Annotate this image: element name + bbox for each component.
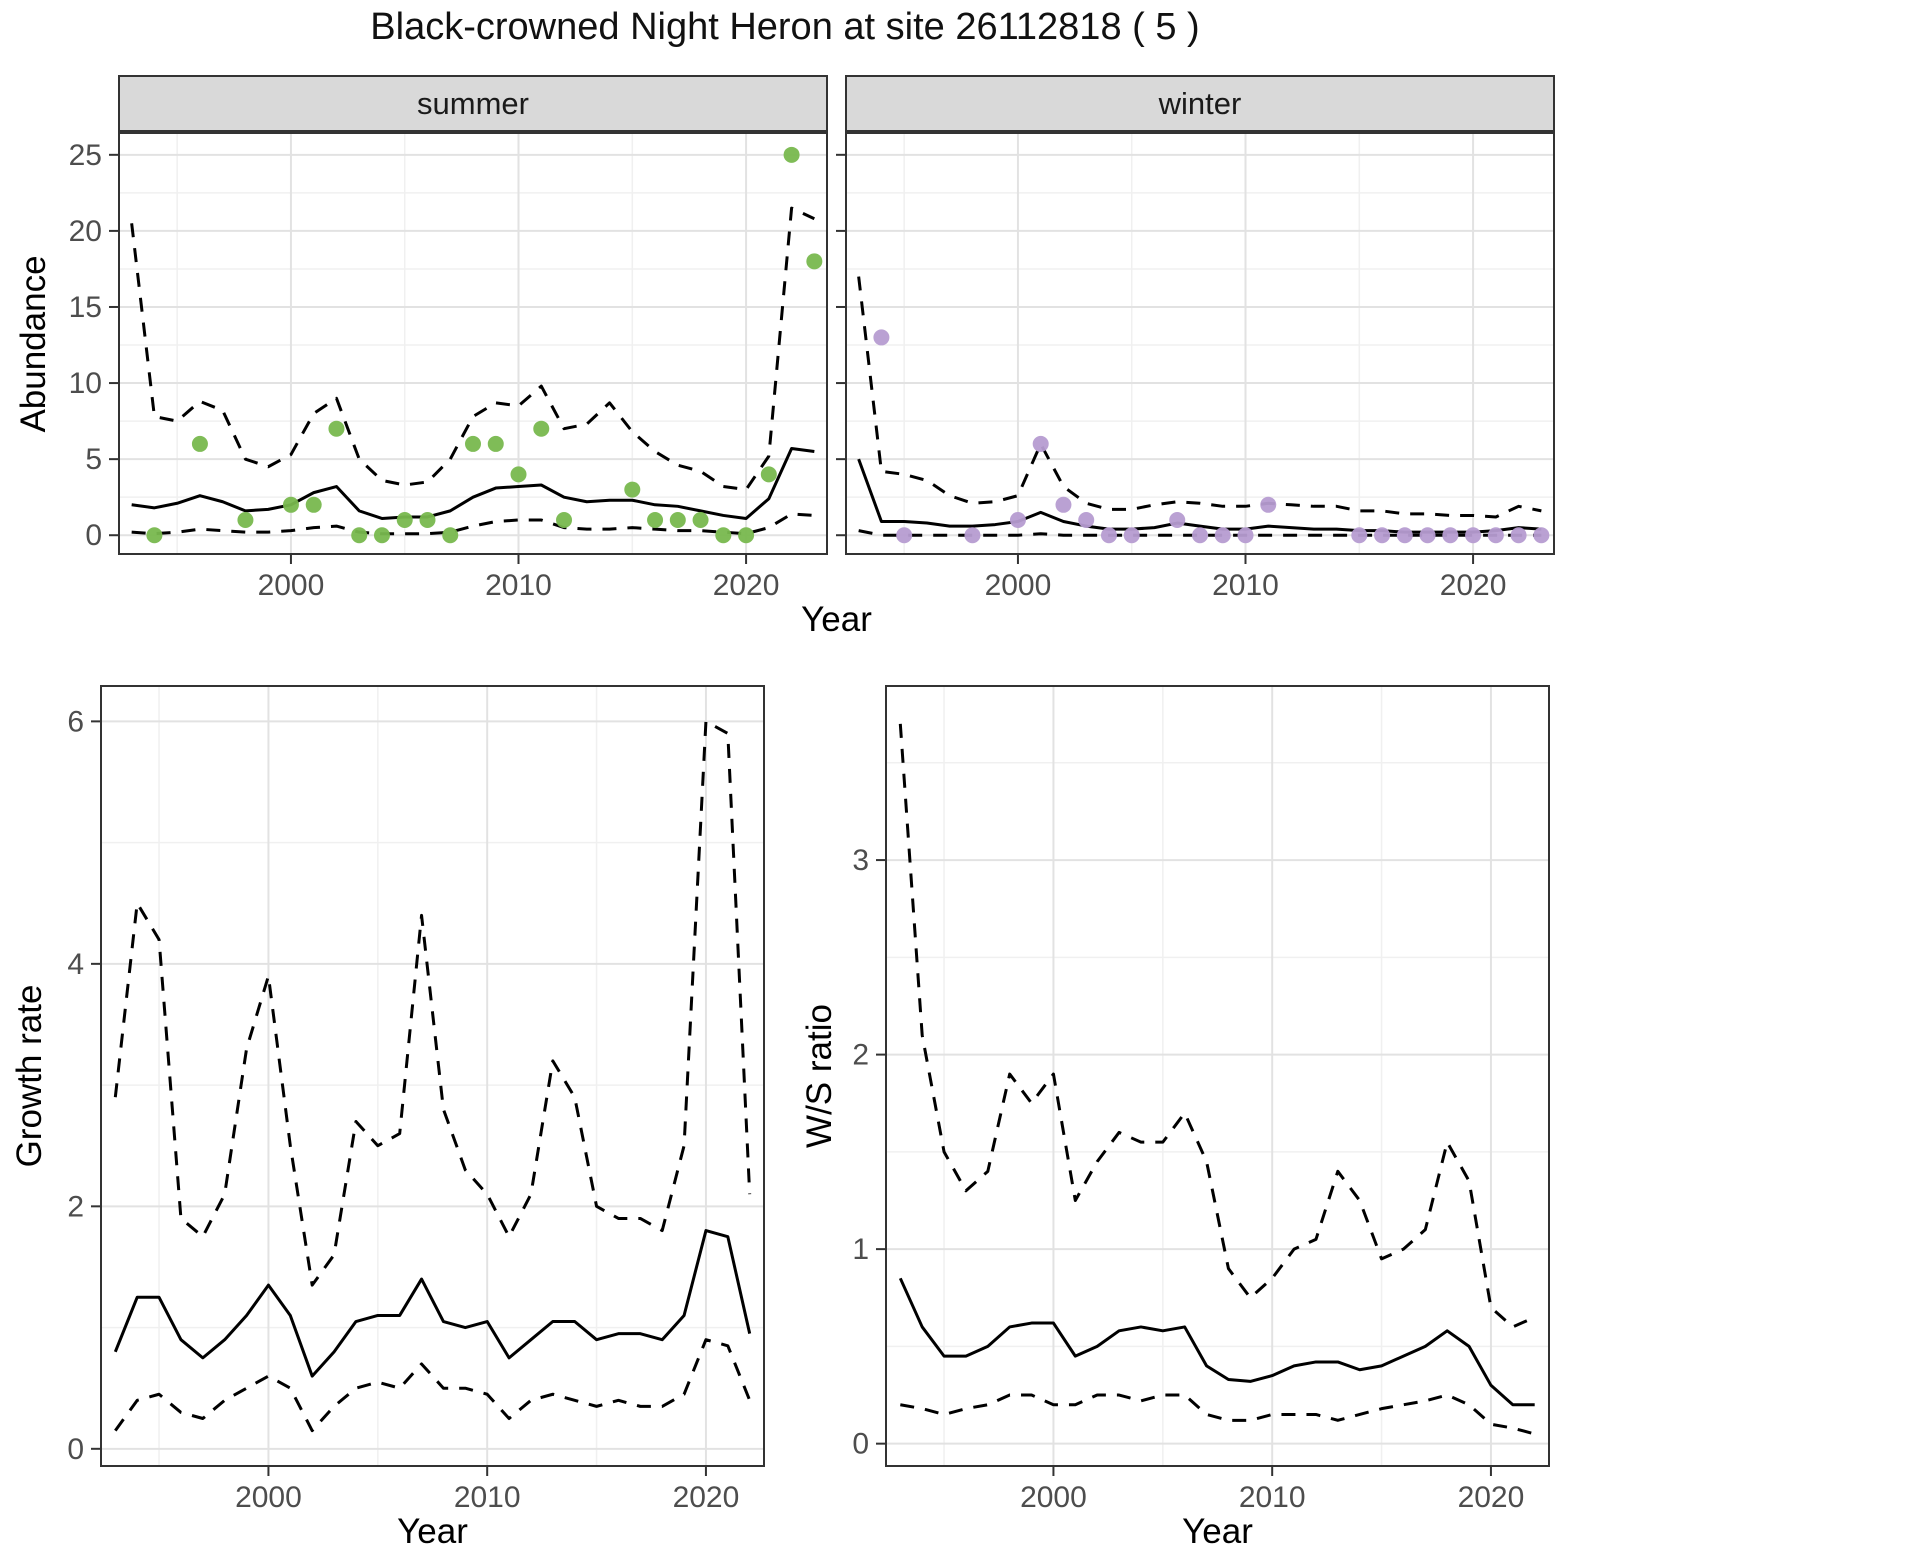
abundance-y-axis-label: Abundance	[14, 255, 53, 433]
ws-ratio-y-axis-label: W/S ratio	[800, 1004, 839, 1148]
facet-strip-summer: summer	[118, 75, 828, 132]
ws-ratio-x-axis-label: Year	[1182, 1512, 1253, 1551]
growth-rate-y-axis-label: Growth rate	[10, 984, 49, 1168]
ws-ratio-plot: 2000 2010 2020 0 1 2 3	[852, 685, 1550, 1514]
svg-text:2020: 2020	[1458, 1481, 1525, 1514]
abundance-x-axis-label: Year	[801, 600, 872, 639]
figure-title: Black-crowned Night Heron at site 261128…	[370, 6, 1200, 48]
svg-text:2020: 2020	[1440, 569, 1507, 602]
facet-strip-winter: winter	[845, 75, 1555, 132]
svg-text:0: 0	[852, 1428, 869, 1461]
svg-text:2000: 2000	[235, 1481, 302, 1514]
svg-text:2: 2	[67, 1190, 84, 1223]
abundance-summer-plot: 2000 2010 2020 0 5 10 15 20 25	[69, 132, 828, 602]
growth-rate-x-axis-label: Year	[397, 1512, 468, 1551]
facet-strip-winter-label: winter	[1158, 85, 1242, 121]
svg-text:2000: 2000	[1020, 1481, 1087, 1514]
abundance-winter-plot: 2000 2010 2020	[836, 132, 1555, 602]
svg-text:2: 2	[852, 1039, 869, 1072]
facet-strip-summer-label: summer	[417, 85, 529, 121]
growth-rate-plot: 2000 2010 2020 0 2 4 6	[67, 685, 765, 1514]
svg-text:25: 25	[69, 139, 102, 172]
svg-text:2010: 2010	[485, 569, 552, 602]
svg-text:1: 1	[852, 1233, 869, 1266]
svg-text:2000: 2000	[258, 569, 325, 602]
svg-text:3: 3	[852, 844, 869, 877]
svg-text:0: 0	[85, 519, 102, 552]
svg-text:20: 20	[69, 215, 102, 248]
svg-text:2020: 2020	[673, 1481, 740, 1514]
svg-text:15: 15	[69, 291, 102, 324]
svg-text:6: 6	[67, 705, 84, 738]
svg-text:2010: 2010	[1239, 1481, 1306, 1514]
svg-text:2000: 2000	[985, 569, 1052, 602]
svg-text:0: 0	[67, 1433, 84, 1466]
svg-text:10: 10	[69, 367, 102, 400]
svg-text:2010: 2010	[1212, 569, 1279, 602]
svg-text:5: 5	[85, 443, 102, 476]
svg-text:2020: 2020	[713, 569, 780, 602]
svg-text:2010: 2010	[454, 1481, 521, 1514]
svg-text:4: 4	[67, 948, 84, 981]
